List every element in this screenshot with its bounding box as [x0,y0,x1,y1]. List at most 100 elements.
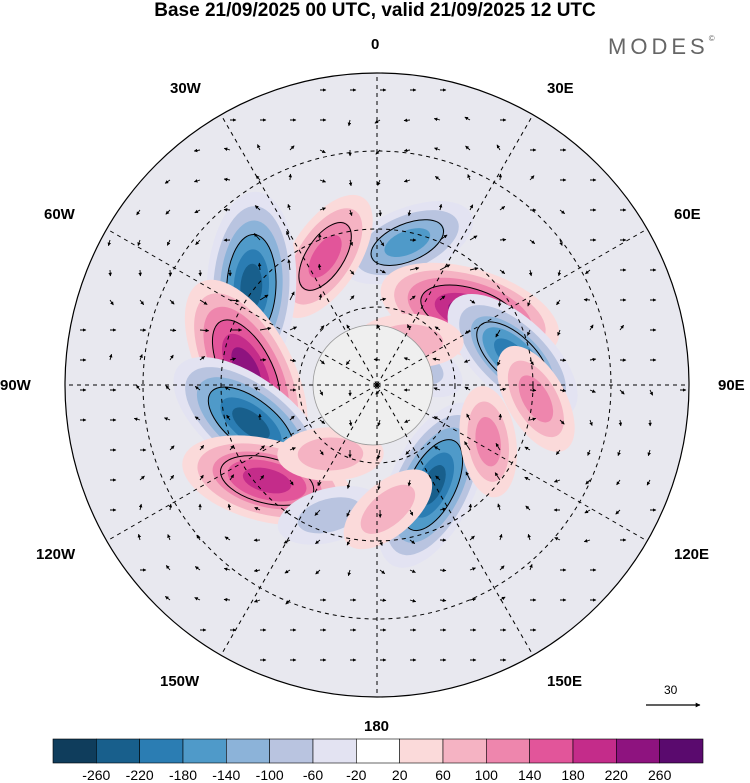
colorbar-swatch [356,738,400,764]
meridian-line [220,384,378,656]
colorbar-swatch [312,738,357,764]
wind-arrow [589,389,596,393]
wind-arrow [528,269,533,277]
colorbar-tick-label: -20 [346,767,366,783]
wind-arrow [199,474,204,481]
wind-arrow [317,479,321,487]
wind-arrow [529,239,536,244]
wind-arrow [194,386,201,391]
wind-arrow [136,209,141,216]
wind-arrow [223,597,231,602]
wind-vectors [80,88,687,662]
wind-arrow [464,329,471,334]
wind-arrow [133,417,141,421]
colorbar-swatch [616,738,660,764]
meridian-line [376,228,648,386]
wind-arrow [619,324,624,331]
wind-arrow [525,505,531,511]
wind-arrow [495,442,501,451]
wind-arrow [349,239,353,246]
anomaly-cell [341,201,474,285]
wind-arrow [223,177,231,182]
wind-arrow [319,207,326,211]
wind-arrow [375,389,381,395]
lon-label-120w: 120W [36,546,76,563]
latitude-circle [298,306,456,464]
wind-arrow [433,387,441,391]
wind-arrow [286,230,291,241]
wind-arrow [439,598,447,603]
colorbar-tick-label: 100 [475,767,499,783]
wind-arrow [435,475,441,481]
wind-arrow [255,175,261,181]
wind-arrow [109,299,114,306]
wind-arrow [137,533,142,541]
lon-label-150w: 150W [160,673,200,690]
wind-arrow [374,119,381,124]
geopotential-anomaly-shading [173,191,578,568]
wind-arrow [463,359,471,363]
wind-arrow [469,267,479,271]
wind-arrow [409,266,420,271]
wind-arrow [259,475,265,481]
wind-arrow [193,179,201,183]
wind-arrow [529,359,534,366]
colorbar-swatch [399,738,444,764]
anomaly-cell [497,345,575,452]
wind-arrow [469,235,478,241]
anomaly-contour-level [384,228,431,258]
wind-arrow [379,239,385,247]
wind-arrow [223,147,231,151]
colorbar-tick-label: 260 [648,767,672,783]
wind-arrow [289,479,294,486]
wind-arrow [587,449,591,456]
wind-arrow [289,326,298,331]
colorbar-tick-label: 140 [518,767,542,783]
wind-arrow [553,479,561,483]
wind-arrow [555,449,561,455]
wind-arrow [585,269,591,275]
wind-arrow [284,569,291,574]
wind-arrow [404,419,411,423]
wind-arrow [253,568,261,573]
lon-label-150e: 150E [547,673,583,690]
wind-arrow [407,209,412,217]
wind-arrow [464,116,471,121]
wind-arrow [319,449,324,456]
colorbar-tick-label: 20 [392,767,408,783]
wind-arrow [373,357,381,362]
wind-arrow [107,239,112,247]
colorbar-swatch [96,738,140,764]
anomaly-contour-level [242,467,292,494]
wind-arrow [289,145,295,151]
wind-arrow [315,569,321,575]
wind-arrow [377,479,381,491]
wind-arrow [407,324,411,331]
wind-arrow [164,179,171,184]
wind-arrow [379,539,383,546]
anomaly-contour-level [360,484,416,534]
colorbar-swatch [226,738,270,764]
wind-arrow [498,173,503,181]
wind-arrow [556,299,561,306]
wind-arrow [434,147,441,151]
wind-arrow [169,299,175,305]
wind-arrow [497,299,502,307]
wind-arrow [223,207,231,212]
wind-arrow [495,329,501,338]
wind-arrow [289,447,296,451]
colorbar-swatch [52,738,97,764]
colorbar-swatch [182,738,227,764]
wind-arrow [319,419,326,424]
wind-arrow [318,293,323,301]
wind-arrow [377,419,381,427]
wind-arrow [287,203,291,211]
wind-arrow [283,539,291,544]
wind-arrow [524,476,531,481]
colorbar-tick-label: -220 [126,767,154,783]
wind-arrow [195,239,201,246]
wind-arrow [253,233,261,241]
wind-arrow [137,239,141,247]
vector-scale-label: 30 [664,683,678,697]
